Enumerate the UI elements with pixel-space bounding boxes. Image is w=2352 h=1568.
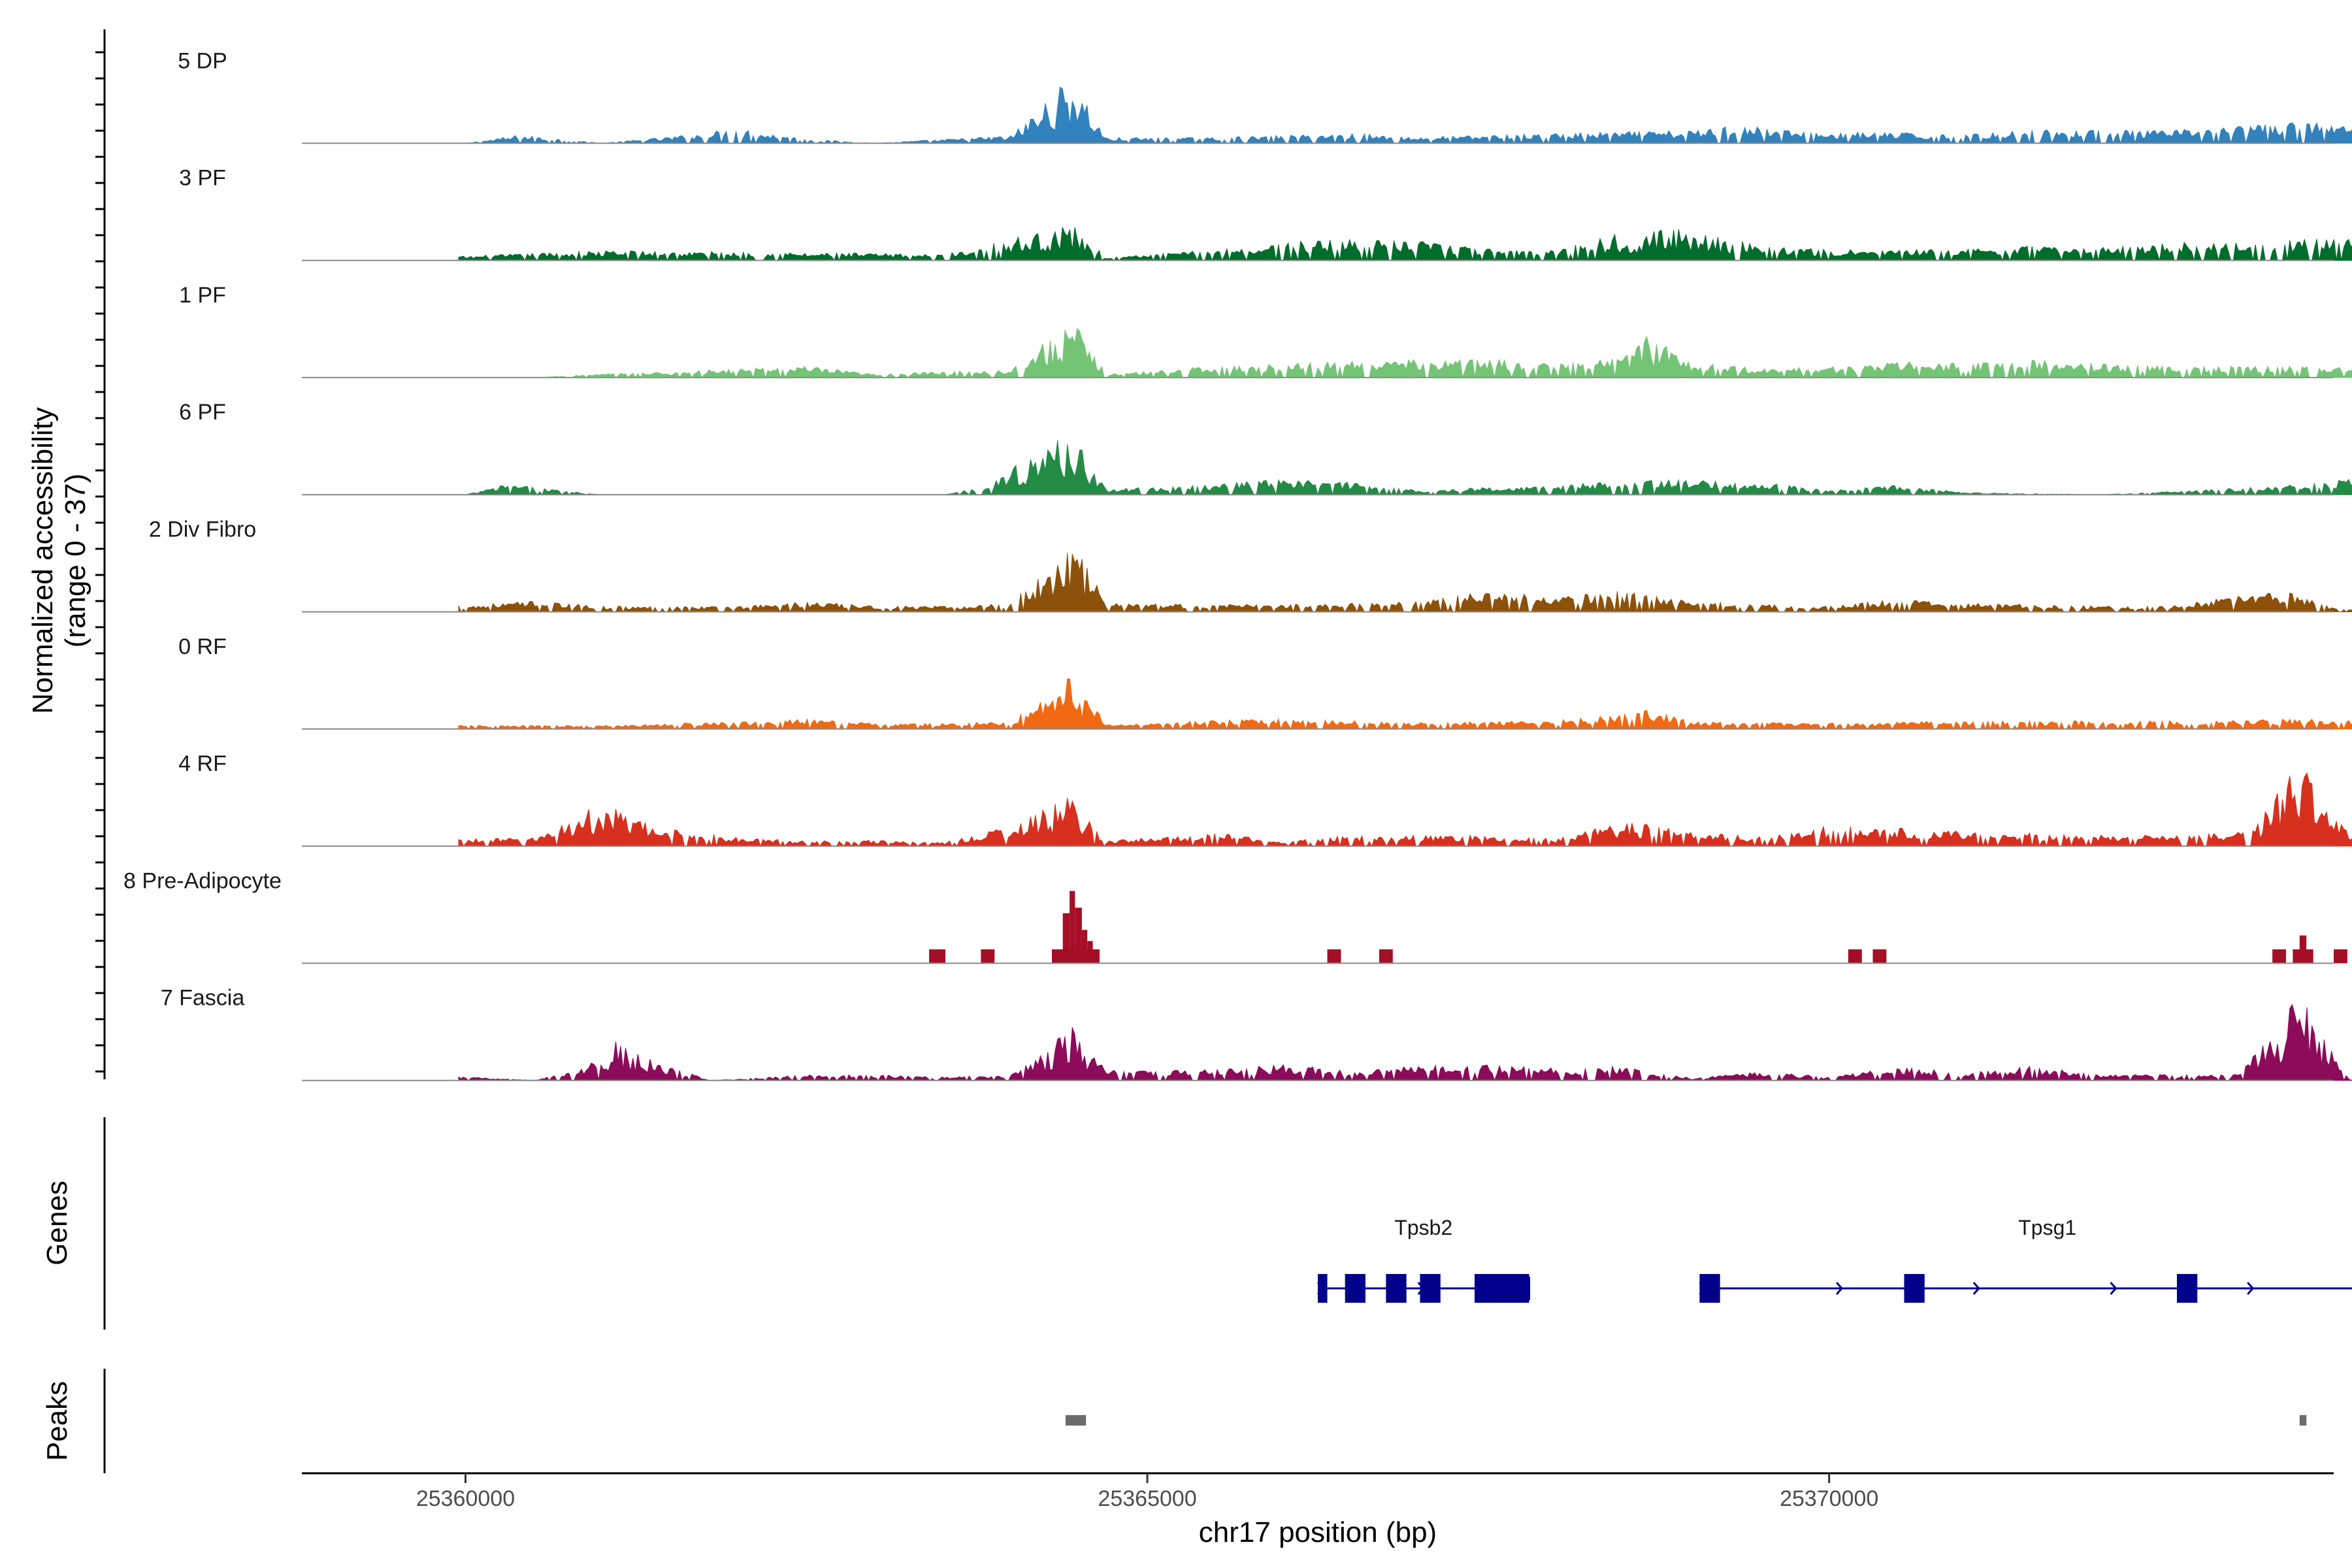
- exon-tpsg1: [1699, 1274, 1720, 1303]
- coverage-area-5-dp: [459, 86, 2352, 145]
- coverage-bar-8-pre-adipocyte: [1070, 890, 1075, 964]
- coverage-bar-8-pre-adipocyte: [2272, 949, 2286, 964]
- coverage-bar-8-pre-adipocyte: [1062, 913, 1070, 964]
- exon-tpsb2: [1318, 1274, 1328, 1303]
- gene-tpsg1: Tpsg1: [1699, 1216, 2352, 1303]
- track-4-rf: 4 RF: [178, 751, 2352, 848]
- coverage-bar-8-pre-adipocyte: [2334, 949, 2347, 964]
- peak-region: [1065, 1415, 1086, 1426]
- coverage-bar-8-pre-adipocyte: [2299, 935, 2307, 964]
- exon-tpsg1: [2177, 1274, 2198, 1303]
- coverage-bar-8-pre-adipocyte: [1075, 907, 1082, 964]
- track-0-rf: 0 RF: [178, 634, 2352, 730]
- coverage-bar-8-pre-adipocyte: [929, 949, 946, 964]
- y-axis-title-line1: Normalized accessibility: [27, 407, 59, 713]
- track-label-0-rf: 0 RF: [178, 634, 227, 659]
- coverage-area-3-pf: [458, 227, 2352, 262]
- x-tick-label: 25365000: [1098, 1486, 1196, 1511]
- track-label-3-pf: 3 PF: [179, 166, 226, 191]
- gene-label-tpsg1: Tpsg1: [2018, 1216, 2076, 1239]
- coverage-bar-8-pre-adipocyte: [1081, 930, 1088, 964]
- coverage-area-7-fascia: [458, 1004, 2352, 1082]
- gene-label-tpsb2: Tpsb2: [1394, 1216, 1452, 1239]
- coverage-area-2-div-fibro: [458, 553, 2352, 613]
- track-label-2-div-fibro: 2 Div Fibro: [149, 517, 256, 542]
- gene-tpsb2: Tpsb2: [1316, 1216, 1531, 1303]
- track-2-div-fibro: 2 Div Fibro: [149, 517, 2352, 613]
- track-3-pf: 3 PF: [179, 166, 2352, 262]
- coverage-area-0-rf: [458, 678, 2352, 730]
- track-label-5-dp: 5 DP: [178, 48, 227, 73]
- track-label-4-rf: 4 RF: [178, 751, 227, 776]
- track-5-dp: 5 DP: [178, 48, 2352, 145]
- track-7-fascia: 7 Fascia: [161, 986, 2352, 1082]
- gene-annotation-track: Tpsb2 Tpsg1: [1316, 1216, 2352, 1303]
- track-label-8-pre-adipocyte: 8 Pre-Adipocyte: [123, 868, 282, 893]
- y-axis-title-line2: (range 0 - 37): [59, 474, 91, 648]
- exon-tpsb2: [1475, 1274, 1529, 1303]
- track-label-1-pf: 1 PF: [179, 283, 226, 308]
- track-label-7-fascia: 7 Fascia: [161, 986, 245, 1011]
- coverage-area-4-rf: [458, 772, 2352, 848]
- coverage-bar-8-pre-adipocyte: [1379, 949, 1393, 964]
- genes-axis-title: Genes: [41, 1181, 73, 1266]
- coverage-bar-8-pre-adipocyte: [981, 949, 995, 964]
- peaks-track: [1065, 1415, 2307, 1426]
- coverage-bar-8-pre-adipocyte: [1848, 949, 1862, 964]
- coverage-bar-8-pre-adipocyte: [1327, 949, 1341, 964]
- exon-tpsb2: [1345, 1274, 1365, 1303]
- coverage-bar-8-pre-adipocyte: [1087, 941, 1093, 964]
- x-tick-label: 25360000: [416, 1486, 515, 1511]
- coverage-tracks: 5 DP 3 PF 1 PF 6 PF 2 Div Fibro 0 RF 4 RF 8 Pre…: [123, 48, 2352, 1082]
- track-1-pf: 1 PF: [179, 283, 2352, 379]
- strand-arrow-tpsg1: [1972, 1282, 1980, 1295]
- exon-tpsg1: [1904, 1274, 1925, 1303]
- strand-arrow-tpsg1: [1836, 1282, 1844, 1295]
- x-tick-label: 25370000: [1780, 1486, 1878, 1511]
- peak-region: [2299, 1415, 2307, 1426]
- track-label-6-pf: 6 PF: [179, 400, 226, 425]
- accessibility-axis-ticks: [95, 51, 105, 1073]
- exon-tpsb2: [1420, 1274, 1441, 1303]
- strand-arrow-tpsg1: [2247, 1282, 2255, 1295]
- coverage-area-1-pf: [459, 327, 2352, 379]
- x-axis-ticks: 25360000 25365000 25370000: [416, 1473, 1878, 1511]
- track-6-pf: 6 PF: [179, 400, 2352, 497]
- coverage-bar-8-pre-adipocyte: [1872, 949, 1887, 964]
- track-8-pre-adipocyte: 8 Pre-Adipocyte: [123, 868, 2347, 964]
- exon-tpsb2: [1386, 1274, 1407, 1303]
- strand-arrow-tpsg1: [2110, 1282, 2117, 1295]
- peaks-axis-title: Peaks: [41, 1381, 73, 1461]
- x-axis-title: chr17 position (bp): [1199, 1516, 1437, 1548]
